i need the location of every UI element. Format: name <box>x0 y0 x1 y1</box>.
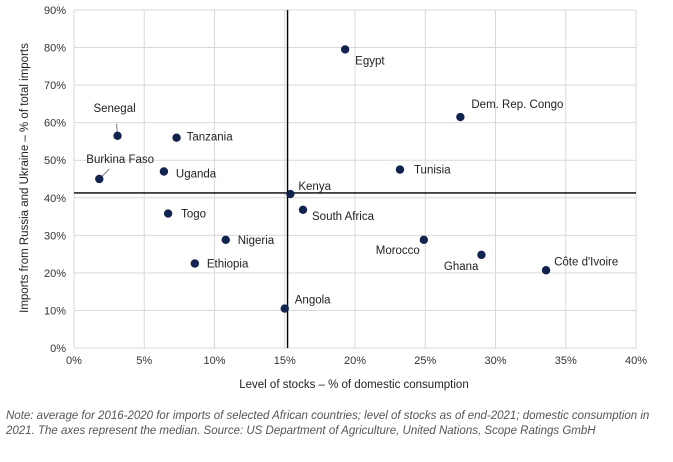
y-tick-label: 50% <box>44 155 66 167</box>
y-tick-label: 60% <box>44 118 66 130</box>
data-point <box>477 250 486 260</box>
point-label: Tunisia <box>414 165 451 177</box>
data-point <box>298 205 308 214</box>
point-label: Dem. Rep. Congo <box>471 99 563 111</box>
point-label: South Africa <box>312 211 375 223</box>
point-label: Egypt <box>355 55 385 67</box>
y-tick-label: 70% <box>44 80 66 92</box>
data-point <box>163 209 173 218</box>
data-point <box>159 167 169 176</box>
gridlines <box>73 9 637 349</box>
tick-labels: 0% 10% 20% 30% 40% 50% 60% 70% 80% 90% 0% 5% 10% 15% 2… <box>44 5 647 367</box>
data-point <box>190 259 200 268</box>
x-tick-label: 0% <box>66 355 82 367</box>
point-label: Tanzania <box>187 132 234 144</box>
x-tick-label: 10% <box>203 355 225 367</box>
x-tick-label: 40% <box>625 355 647 367</box>
y-axis-label: Imports from Russia and Ukraine – % of t… <box>19 43 31 313</box>
point-label: Ghana <box>444 261 479 273</box>
data-point <box>113 131 122 141</box>
x-tick-label: 30% <box>484 355 506 367</box>
point-label: Nigeria <box>238 235 275 247</box>
point-label: Uganda <box>176 168 217 180</box>
y-tick-label: 40% <box>44 193 66 205</box>
data-point <box>456 112 465 122</box>
data-point <box>541 266 551 275</box>
x-tick-label: 20% <box>344 355 366 367</box>
data-point <box>221 235 230 245</box>
data-point <box>95 174 104 184</box>
chart-note: Note: average for 2016-2020 for imports … <box>6 410 650 437</box>
data-point <box>172 133 181 142</box>
point-label: Côte d'Ivoire <box>554 256 618 268</box>
y-tick-label: 10% <box>44 305 66 317</box>
y-tick-label: 20% <box>44 268 66 280</box>
y-tick-label: 0% <box>50 343 66 355</box>
data-point <box>419 235 429 245</box>
x-tick-label: 5% <box>136 355 152 367</box>
point-label: Morocco <box>376 245 420 257</box>
median-lines <box>74 10 636 348</box>
point-label: Angola <box>295 295 331 307</box>
point-label: Ethiopia <box>207 259 249 271</box>
x-tick-label: 25% <box>414 355 436 367</box>
data-point <box>280 304 289 313</box>
data-points: Egypt Dem. Rep. Congo Senegal Tanzania Tunis… <box>86 45 618 313</box>
point-label: Burkina Faso <box>86 154 154 166</box>
y-tick-label: 30% <box>44 230 66 242</box>
y-tick-label: 90% <box>44 5 66 17</box>
x-axis-label: Level of stocks – % of domestic consumpt… <box>239 379 468 391</box>
x-tick-label: 35% <box>555 355 577 367</box>
point-label: Senegal <box>93 103 135 115</box>
data-point <box>395 165 405 174</box>
scatter-chart: 0% 10% 20% 30% 40% 50% 60% 70% 80% 90% 0% 5% 10% 15% 2… <box>19 5 647 391</box>
data-point <box>286 189 295 199</box>
x-tick-label: 15% <box>274 355 296 367</box>
y-tick-label: 80% <box>44 43 66 55</box>
data-point <box>340 45 350 54</box>
point-label: Kenya <box>298 181 331 193</box>
point-label: Togo <box>181 209 206 221</box>
